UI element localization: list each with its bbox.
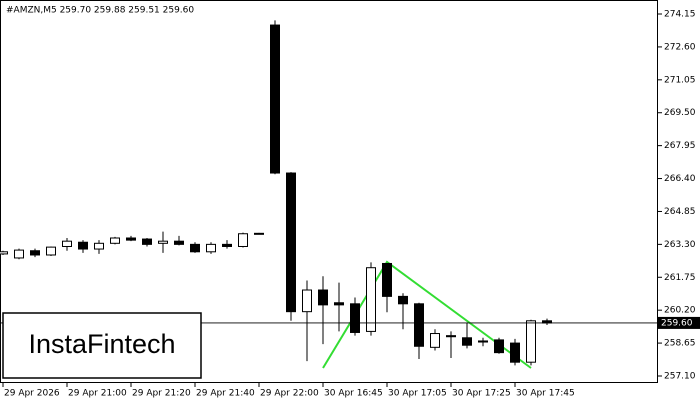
candle-body	[366, 267, 376, 332]
candle-body	[302, 289, 312, 313]
x-tick-label: 29 Apr 21:20	[132, 389, 191, 399]
candle-body	[318, 289, 328, 306]
candle-body	[270, 24, 280, 174]
y-tick-label: 260.20	[664, 306, 696, 316]
x-tick-label: 30 Apr 17:45	[516, 389, 575, 399]
candle-body	[446, 335, 456, 338]
candle-body	[206, 243, 216, 253]
y-tick-label: 264.85	[664, 207, 696, 217]
candle-body	[222, 243, 232, 247]
candle-body	[110, 237, 120, 244]
candle-body	[94, 242, 104, 250]
candle-body	[238, 233, 248, 247]
candle-body	[14, 249, 24, 259]
y-tick-label: 269.50	[664, 108, 696, 118]
chart-title: #AMZN,M5 259.70 259.88 259.51 259.60	[6, 6, 194, 16]
candle-body	[30, 250, 40, 256]
y-tick-label: 266.40	[664, 174, 696, 184]
pattern-line	[322, 260, 532, 369]
y-tick-label: 258.65	[664, 339, 696, 349]
y-tick-label: 257.10	[664, 371, 696, 381]
candle-body	[78, 241, 88, 250]
y-tick-label: 263.30	[664, 240, 696, 250]
current-price-label: 259.60	[661, 318, 693, 328]
candle-body	[190, 243, 200, 253]
candle-body	[526, 320, 536, 363]
candle-body	[46, 246, 56, 256]
watermark: InstaFintech	[28, 329, 175, 359]
candle-body	[254, 232, 264, 235]
candle-body	[382, 262, 392, 297]
x-tick-label: 29 Apr 22:00	[260, 389, 319, 399]
candle-body	[510, 342, 520, 363]
y-tick-label: 274.15	[664, 10, 696, 20]
x-tick-label: 29 Apr 2026	[4, 389, 60, 399]
y-tick-label: 272.60	[664, 42, 696, 52]
y-tick-label: 271.05	[664, 75, 696, 85]
candle-body	[158, 240, 168, 244]
candle-body	[142, 238, 152, 245]
candle-body	[0, 251, 8, 255]
candle-body	[478, 340, 488, 343]
candle-body	[334, 302, 344, 306]
x-tick-label: 30 Apr 16:45	[324, 389, 383, 399]
candle-body	[350, 303, 360, 333]
x-tick-label: 29 Apr 21:40	[196, 389, 255, 399]
x-tick-label: 29 Apr 21:00	[68, 389, 127, 399]
x-tick-label: 30 Apr 17:05	[388, 389, 447, 399]
candle-body	[62, 240, 72, 247]
candle-body	[126, 237, 136, 241]
candle-body	[398, 295, 408, 305]
watermark-box	[2, 312, 202, 379]
y-tick-label: 267.95	[664, 141, 696, 151]
candle-body	[494, 339, 504, 354]
candle-body	[414, 303, 424, 347]
candle-body	[462, 337, 472, 346]
y-tick-label: 261.75	[664, 273, 696, 283]
x-tick-label: 30 Apr 17:25	[452, 389, 511, 399]
candle-body	[286, 172, 296, 313]
candle-body	[430, 333, 440, 348]
candle-body	[174, 240, 184, 245]
current-price-badge	[658, 316, 700, 329]
